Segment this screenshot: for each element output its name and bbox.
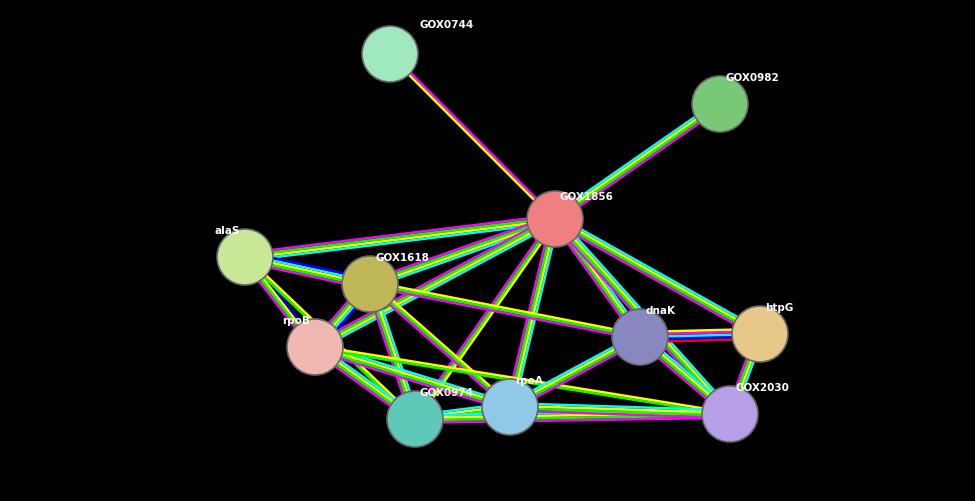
Circle shape	[732, 307, 788, 362]
Text: GOX1618: GOX1618	[375, 253, 429, 263]
Circle shape	[482, 379, 538, 435]
Text: htpG: htpG	[765, 303, 794, 313]
Text: GOX0982: GOX0982	[725, 73, 779, 83]
Circle shape	[692, 77, 748, 133]
Circle shape	[287, 319, 343, 375]
Circle shape	[342, 257, 398, 313]
Text: GOX0744: GOX0744	[420, 20, 474, 30]
Text: alaS: alaS	[214, 225, 240, 235]
Circle shape	[527, 191, 583, 247]
Text: GOX2030: GOX2030	[735, 382, 789, 392]
Circle shape	[362, 27, 418, 83]
Circle shape	[612, 310, 668, 365]
Text: GOX1856: GOX1856	[560, 191, 614, 201]
Text: GOX0974: GOX0974	[420, 387, 474, 397]
Circle shape	[702, 386, 758, 442]
Circle shape	[217, 229, 273, 286]
Text: rpoA: rpoA	[515, 375, 543, 385]
Text: dnaK: dnaK	[645, 306, 675, 315]
Text: rpoB: rpoB	[282, 315, 310, 325]
Circle shape	[387, 391, 443, 447]
